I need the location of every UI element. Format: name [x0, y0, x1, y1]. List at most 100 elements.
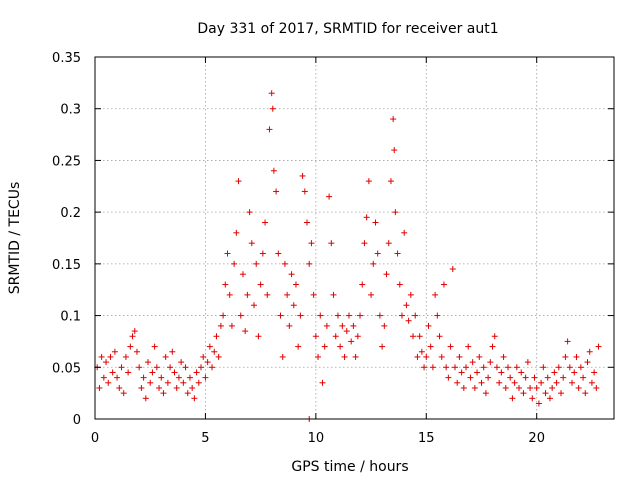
grid — [95, 57, 614, 419]
data-point — [502, 384, 509, 391]
plot-frame — [94, 56, 615, 420]
data-point — [387, 178, 394, 185]
data-point — [275, 250, 282, 257]
data-point — [248, 240, 255, 247]
data-point — [564, 338, 571, 345]
data-point — [432, 291, 439, 298]
y-axis-title: SRMTID / TECUs — [7, 182, 23, 295]
data-point — [582, 390, 589, 397]
data-point — [242, 328, 249, 335]
data-point — [116, 384, 123, 391]
data-point — [178, 359, 185, 366]
data-point — [573, 353, 580, 360]
data-point — [412, 312, 419, 319]
data-point — [449, 266, 456, 273]
data-point — [158, 374, 165, 381]
data-point — [213, 333, 220, 340]
data-point — [334, 312, 341, 319]
y-tick-label: 0.25 — [52, 154, 81, 169]
data-point — [160, 390, 167, 397]
data-point — [562, 353, 569, 360]
data-point — [209, 364, 216, 371]
data-point — [279, 353, 286, 360]
y-tick-label: 0.2 — [60, 206, 81, 221]
data-point — [109, 369, 116, 376]
data-point — [204, 359, 211, 366]
x-tick-label: 10 — [308, 431, 325, 446]
data-point — [301, 188, 308, 195]
data-point — [396, 281, 403, 288]
data-point — [140, 374, 147, 381]
data-point — [427, 343, 434, 350]
data-point — [125, 369, 132, 376]
data-point — [151, 343, 158, 350]
data-point — [206, 343, 213, 350]
data-point — [191, 395, 198, 402]
data-point — [111, 348, 118, 355]
data-point — [348, 338, 355, 345]
data-point — [96, 384, 103, 391]
data-point — [414, 353, 421, 360]
y-tick-label: 0.3 — [60, 103, 81, 118]
data-point — [376, 312, 383, 319]
data-point — [354, 333, 361, 340]
data-point — [365, 178, 372, 185]
data-point — [551, 369, 558, 376]
data-point — [220, 312, 227, 319]
data-point — [566, 364, 573, 371]
data-point — [593, 384, 600, 391]
data-point — [319, 379, 326, 386]
data-point — [253, 260, 260, 267]
data-point — [281, 260, 288, 267]
axis-ticks: 0 5 10 15 20 0 0.05 0.1 0.15 0.2 0.25 0.3 0.35 — [52, 51, 614, 446]
x-axis-title: GPS time / hours — [291, 459, 408, 475]
y-tick-label: 0.05 — [52, 361, 81, 376]
data-point — [292, 281, 299, 288]
data-point — [131, 328, 138, 335]
data-point — [509, 395, 516, 402]
data-point — [312, 333, 319, 340]
data-point — [418, 348, 425, 355]
data-point — [105, 379, 112, 386]
data-point — [478, 379, 485, 386]
data-point — [286, 322, 293, 329]
data-point — [394, 250, 401, 257]
data-point — [533, 384, 540, 391]
data-point — [211, 348, 218, 355]
data-point — [182, 364, 189, 371]
data-point — [284, 291, 291, 298]
data-point — [127, 343, 134, 350]
data-point — [560, 374, 567, 381]
data-point — [262, 219, 269, 226]
data-point — [164, 379, 171, 386]
data-point — [531, 374, 538, 381]
data-point — [122, 353, 129, 360]
data-point — [516, 384, 523, 391]
data-point — [535, 400, 542, 407]
data-point — [350, 322, 357, 329]
data-point — [330, 291, 337, 298]
data-point — [454, 379, 461, 386]
data-point — [162, 353, 169, 360]
data-point — [118, 364, 125, 371]
y-tick-label: 0.35 — [52, 51, 81, 66]
data-point — [308, 240, 315, 247]
data-point — [575, 384, 582, 391]
data-point — [266, 126, 273, 133]
data-point — [379, 343, 386, 350]
data-point — [244, 291, 251, 298]
data-point — [224, 250, 231, 257]
data-point — [410, 333, 417, 340]
data-point — [323, 322, 330, 329]
data-point — [270, 167, 277, 174]
data-point — [496, 379, 503, 386]
data-point — [357, 312, 364, 319]
data-point — [407, 291, 414, 298]
data-point — [391, 147, 398, 154]
data-point — [317, 312, 324, 319]
data-point — [482, 390, 489, 397]
data-point — [189, 384, 196, 391]
data-point — [167, 364, 174, 371]
data-point — [147, 379, 154, 386]
data-point — [416, 333, 423, 340]
